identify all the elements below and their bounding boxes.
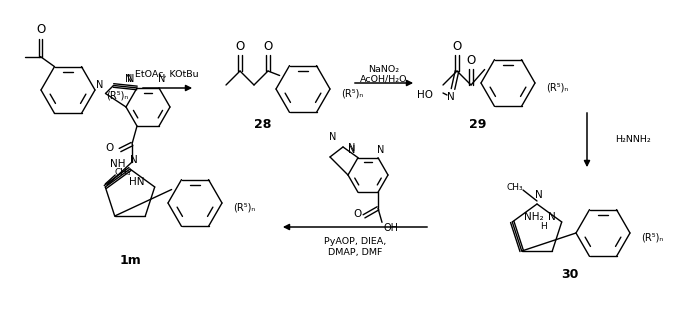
Text: OH: OH <box>384 223 399 233</box>
Text: 28: 28 <box>254 119 272 132</box>
Text: N: N <box>96 81 103 90</box>
Text: O: O <box>466 54 475 67</box>
Text: O: O <box>106 143 114 153</box>
Text: (R⁵)ₙ: (R⁵)ₙ <box>641 233 663 243</box>
Text: H: H <box>540 223 547 231</box>
Text: O: O <box>452 40 461 53</box>
Text: 29: 29 <box>469 119 487 132</box>
Text: N: N <box>348 143 356 153</box>
Text: N: N <box>329 132 337 142</box>
Text: 1m: 1m <box>119 254 141 266</box>
Text: N: N <box>125 74 133 84</box>
Text: (R⁵)ₙ: (R⁵)ₙ <box>106 90 128 100</box>
Text: NH: NH <box>110 159 126 169</box>
Text: N: N <box>348 145 356 155</box>
Text: NH₂: NH₂ <box>524 212 544 222</box>
Text: N: N <box>377 145 384 155</box>
Text: HO: HO <box>417 90 433 100</box>
Text: (R⁵)ₙ: (R⁵)ₙ <box>233 203 255 213</box>
Text: 30: 30 <box>561 268 579 281</box>
Text: O: O <box>354 209 362 219</box>
Text: O: O <box>264 40 273 53</box>
Text: O: O <box>36 23 45 36</box>
Text: N: N <box>158 74 166 84</box>
Text: N: N <box>127 74 135 84</box>
Text: (R⁵)ₙ: (R⁵)ₙ <box>341 89 363 99</box>
Text: EtOAc, KOtBu: EtOAc, KOtBu <box>135 70 199 79</box>
Text: H₂NNH₂: H₂NNH₂ <box>615 136 651 145</box>
Text: CH₃: CH₃ <box>115 168 131 177</box>
Text: N: N <box>130 155 138 165</box>
Text: N: N <box>535 190 543 200</box>
Text: CH₃: CH₃ <box>507 184 524 192</box>
Text: N: N <box>548 212 556 222</box>
Text: (R⁵)ₙ: (R⁵)ₙ <box>546 83 568 93</box>
Text: NaNO₂: NaNO₂ <box>368 64 400 73</box>
Text: AcOH/H₂O: AcOH/H₂O <box>360 74 408 84</box>
Text: O: O <box>236 40 245 53</box>
Text: HN: HN <box>129 177 145 187</box>
Text: DMAP, DMF: DMAP, DMF <box>328 249 382 257</box>
Text: PyAOP, DIEA,: PyAOP, DIEA, <box>324 237 386 245</box>
Text: N: N <box>447 92 455 102</box>
